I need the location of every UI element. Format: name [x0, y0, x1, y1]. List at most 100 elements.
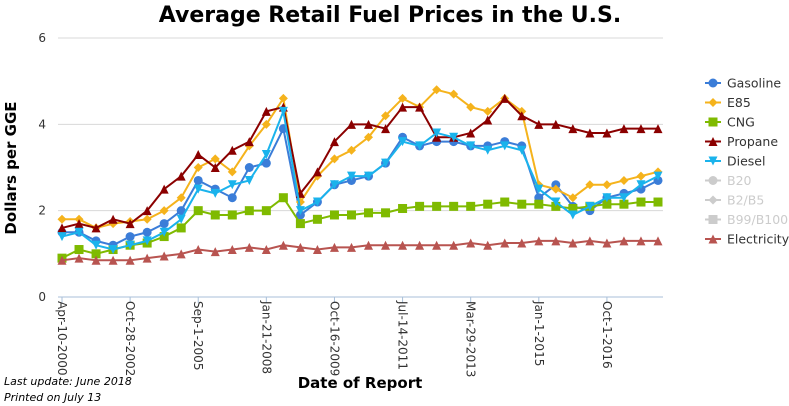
data-point: [619, 193, 629, 203]
data-point: [176, 206, 186, 216]
data-point: [398, 240, 408, 250]
legend-marker: [708, 234, 718, 244]
data-point: [278, 106, 288, 116]
data-point: [415, 201, 425, 211]
data-point: [381, 240, 391, 250]
data-point: [432, 128, 442, 138]
data-point: [483, 240, 493, 250]
data-point: [210, 188, 220, 198]
data-point: [636, 236, 646, 246]
data-point: [210, 210, 220, 220]
data-point: [244, 163, 254, 172]
data-point: [74, 245, 84, 255]
x-tick-label: Jan-1-2015: [532, 300, 546, 366]
data-point: [261, 158, 271, 168]
data-point: [466, 238, 476, 248]
legend-marker: [708, 195, 718, 205]
y-tick-label: 4: [38, 117, 46, 131]
data-point: [619, 236, 629, 246]
data-point: [329, 180, 339, 190]
x-tick-label: Jul-14-2011: [396, 300, 410, 370]
data-point: [432, 85, 442, 95]
data-point: [159, 219, 169, 229]
footnote: Last update: June 2018: [4, 375, 132, 388]
data-point: [585, 128, 595, 138]
data-point: [227, 245, 237, 255]
data-point: [108, 214, 118, 224]
data-point: [534, 119, 544, 129]
data-point: [585, 180, 595, 190]
data-point: [364, 171, 374, 181]
legend-label: B99/B100: [727, 212, 788, 227]
data-point: [551, 184, 561, 194]
data-point: [534, 236, 544, 246]
data-point: [653, 197, 663, 207]
data-point: [125, 232, 135, 242]
data-point: [466, 201, 476, 211]
data-point: [193, 163, 203, 172]
data-point: [142, 236, 152, 246]
data-point: [432, 240, 442, 250]
data-point: [483, 106, 493, 116]
data-point: [346, 145, 356, 155]
data-point: [278, 93, 288, 103]
data-point: [227, 210, 237, 220]
data-point: [227, 167, 237, 177]
data-point: [346, 210, 356, 220]
data-point: [159, 206, 169, 216]
data-point: [227, 193, 237, 203]
data-point: [415, 141, 425, 151]
legend-marker: [708, 117, 718, 127]
data-point: [500, 238, 510, 248]
data-point: [278, 193, 288, 203]
legend-marker: [708, 156, 718, 166]
x-tick-label: Apr-10-2000: [55, 301, 69, 375]
data-point: [364, 240, 374, 250]
data-point: [381, 124, 391, 134]
data-point: [602, 128, 612, 138]
data-point: [57, 255, 67, 265]
data-point: [227, 145, 237, 155]
data-point: [227, 180, 237, 190]
data-point: [125, 240, 135, 250]
data-point: [74, 227, 84, 237]
data-point: [210, 154, 220, 164]
data-point: [261, 206, 271, 216]
y-tick-label: 0: [38, 290, 46, 304]
data-point: [261, 150, 271, 160]
legend-label: Diesel: [727, 154, 765, 169]
data-point: [585, 201, 595, 211]
data-point: [193, 175, 203, 185]
legend-label: Propane: [727, 134, 778, 149]
data-point: [619, 175, 629, 185]
legend-marker: [708, 137, 718, 146]
x-tick-label: Jan-21-2008: [259, 300, 273, 374]
data-point: [74, 219, 84, 229]
data-point: [312, 197, 322, 207]
data-point: [193, 245, 203, 255]
data-point: [398, 93, 408, 103]
data-point: [261, 119, 271, 129]
data-point: [176, 193, 186, 203]
data-point: [398, 102, 408, 112]
data-point: [278, 240, 288, 250]
data-point: [449, 240, 459, 250]
data-point: [108, 245, 118, 255]
data-point: [91, 249, 101, 259]
data-point: [176, 214, 186, 224]
data-point: [636, 180, 646, 190]
data-point: [483, 199, 493, 209]
data-point: [210, 163, 220, 172]
data-point: [142, 214, 152, 224]
data-point: [364, 119, 374, 129]
legend-label: B2/B5: [727, 193, 764, 208]
data-point: [159, 227, 169, 237]
x-axis-title: Date of Report: [298, 374, 423, 392]
data-point: [602, 199, 612, 209]
footnote: Printed on July 13: [4, 391, 101, 404]
legend-label: E85: [727, 95, 751, 110]
data-point: [568, 204, 578, 214]
series-line: [62, 125, 659, 247]
data-point: [398, 204, 408, 214]
data-point: [329, 242, 339, 252]
